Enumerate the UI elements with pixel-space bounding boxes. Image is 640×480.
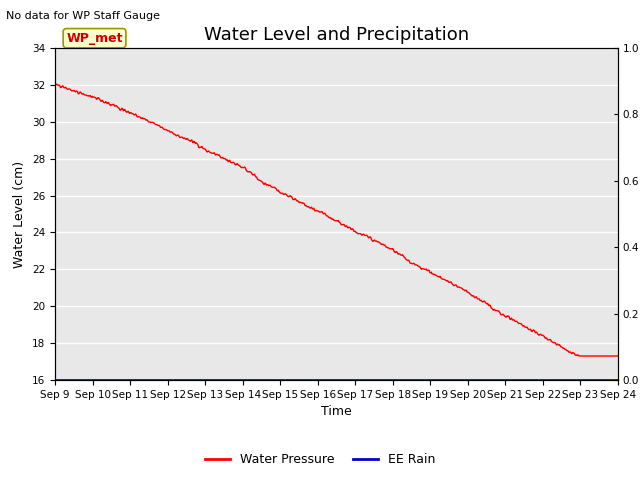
Legend: Water Pressure, EE Rain: Water Pressure, EE Rain [200,448,440,471]
Text: No data for WP Staff Gauge: No data for WP Staff Gauge [6,11,161,21]
Title: Water Level and Precipitation: Water Level and Precipitation [204,25,469,44]
Text: WP_met: WP_met [67,32,123,45]
Y-axis label: Water Level (cm): Water Level (cm) [13,160,26,267]
X-axis label: Time: Time [321,405,352,418]
